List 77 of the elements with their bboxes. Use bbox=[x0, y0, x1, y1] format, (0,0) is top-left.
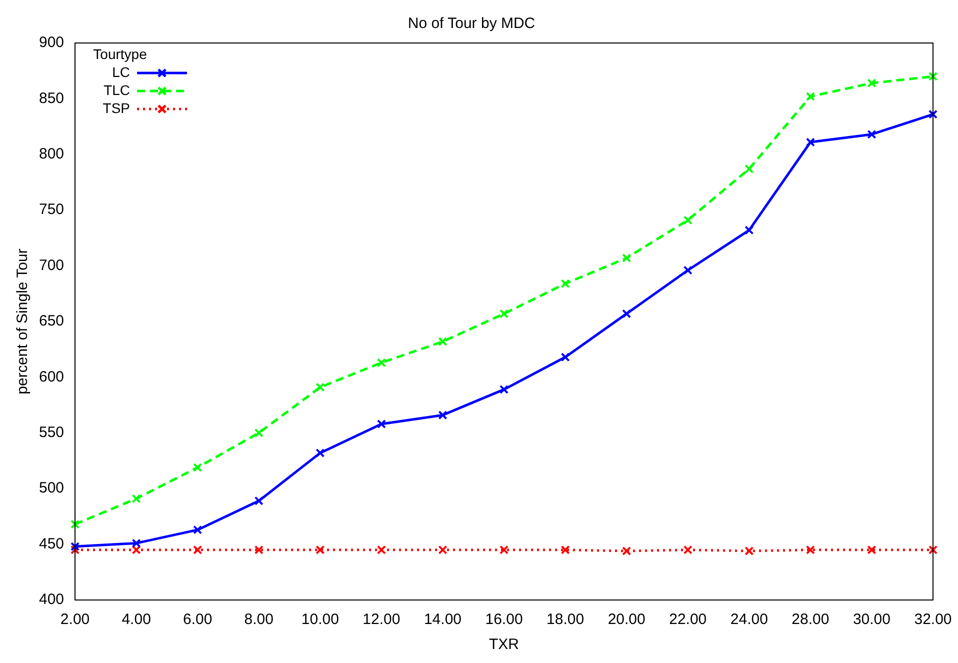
point bbox=[316, 382, 325, 392]
x-tick-label: 12.00 bbox=[362, 611, 400, 628]
point bbox=[806, 138, 815, 147]
point bbox=[560, 352, 570, 362]
point bbox=[622, 546, 632, 556]
point bbox=[806, 545, 815, 554]
point bbox=[683, 216, 692, 225]
x-tick-label: 14.00 bbox=[424, 611, 462, 628]
point bbox=[867, 130, 876, 139]
point bbox=[438, 545, 448, 554]
point bbox=[70, 542, 80, 552]
point bbox=[683, 545, 692, 554]
point bbox=[560, 545, 570, 554]
point bbox=[499, 309, 509, 318]
point bbox=[622, 309, 632, 318]
y-tick-label: 750 bbox=[38, 201, 64, 218]
x-tick-label: 30.00 bbox=[852, 611, 890, 628]
point bbox=[316, 545, 325, 554]
point bbox=[622, 253, 632, 263]
x-axis-title: TXR bbox=[489, 636, 520, 654]
point bbox=[376, 545, 386, 554]
point bbox=[438, 337, 448, 346]
point bbox=[499, 545, 509, 554]
legend-label: LC bbox=[112, 64, 130, 80]
point bbox=[132, 494, 141, 504]
legend-label: TSP bbox=[102, 100, 130, 116]
legend-title: Tourtype bbox=[93, 46, 148, 62]
point bbox=[560, 279, 570, 288]
point bbox=[438, 410, 448, 420]
point bbox=[70, 520, 80, 529]
x-tick-label: 32.00 bbox=[914, 611, 952, 628]
x-tick-label: 16.00 bbox=[485, 611, 523, 628]
chart-title: No of Tour by MDC bbox=[408, 15, 536, 32]
y-axis-title: percent of Single Tour bbox=[14, 248, 32, 394]
x-tick-label: 24.00 bbox=[730, 611, 768, 628]
point bbox=[806, 92, 815, 102]
legend-label: TLC bbox=[104, 82, 130, 98]
x-tick-label: 10.00 bbox=[301, 611, 339, 628]
point bbox=[928, 545, 938, 554]
x-tick-label: 4.00 bbox=[122, 611, 151, 628]
point bbox=[744, 164, 754, 174]
x-tick-label: 6.00 bbox=[182, 611, 212, 628]
y-tick-label: 600 bbox=[38, 368, 64, 386]
y-tick-label: 700 bbox=[38, 256, 64, 274]
point bbox=[254, 545, 264, 554]
point bbox=[254, 496, 264, 506]
point bbox=[376, 419, 386, 429]
x-tick-label: 28.00 bbox=[792, 611, 830, 628]
x-tick-label: 18.00 bbox=[546, 611, 584, 628]
point bbox=[499, 384, 509, 394]
point bbox=[254, 428, 264, 438]
point bbox=[70, 545, 80, 554]
point bbox=[867, 78, 876, 88]
point bbox=[193, 462, 202, 472]
point bbox=[376, 358, 386, 368]
y-tick-label: 900 bbox=[38, 34, 64, 52]
point bbox=[193, 545, 202, 554]
point bbox=[193, 525, 202, 534]
point bbox=[867, 545, 876, 554]
x-tick-label: 8.00 bbox=[244, 611, 274, 628]
x-tick-label: 22.00 bbox=[669, 611, 707, 628]
y-tick-label: 800 bbox=[38, 146, 64, 163]
y-tick-label: 500 bbox=[38, 480, 64, 497]
point bbox=[928, 72, 938, 81]
point bbox=[744, 546, 754, 556]
point bbox=[744, 226, 754, 235]
y-tick-label: 850 bbox=[38, 90, 64, 107]
y-tick-label: 400 bbox=[38, 591, 64, 608]
point bbox=[316, 448, 325, 458]
y-tick-label: 650 bbox=[38, 312, 64, 330]
x-tick-label: 2.00 bbox=[60, 611, 90, 628]
point bbox=[132, 538, 141, 548]
point bbox=[928, 110, 938, 119]
y-tick-label: 550 bbox=[38, 424, 64, 442]
x-tick-label: 20.00 bbox=[608, 611, 646, 628]
y-tick-label: 450 bbox=[38, 535, 64, 552]
point bbox=[683, 266, 692, 275]
